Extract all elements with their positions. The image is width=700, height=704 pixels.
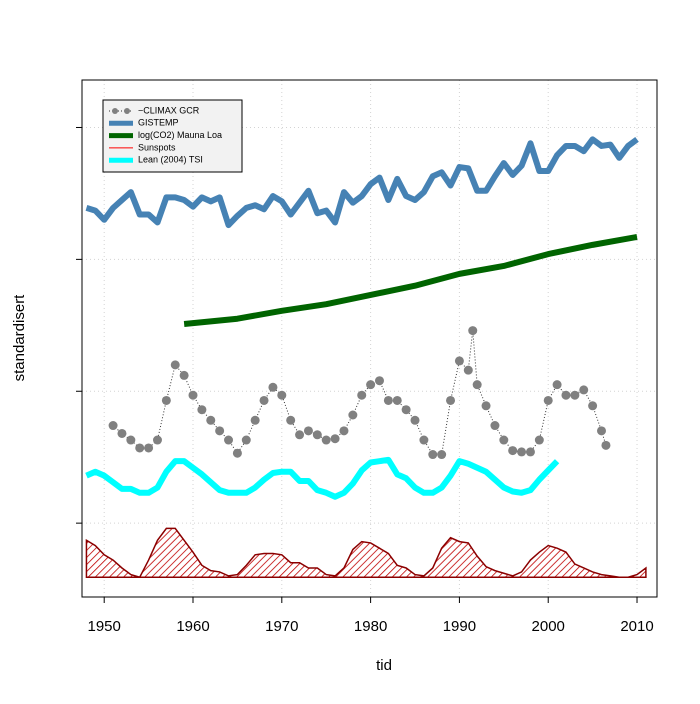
data-point — [446, 395, 456, 405]
legend-label: log(CO2) Mauna Loa — [138, 130, 222, 140]
legend-symbol — [112, 108, 118, 114]
data-point — [152, 435, 162, 445]
data-point — [472, 380, 482, 390]
data-point — [215, 426, 225, 436]
data-point — [286, 415, 296, 425]
series-line — [85, 456, 560, 500]
series-line — [85, 136, 639, 229]
data-point — [454, 356, 464, 366]
x-tick-label: 1980 — [354, 618, 387, 635]
data-point — [490, 421, 500, 431]
data-point — [419, 435, 429, 445]
data-point — [339, 426, 349, 436]
data-point — [357, 390, 367, 400]
x-tick-label: 1960 — [176, 618, 209, 635]
data-point — [499, 435, 509, 445]
data-point — [330, 434, 340, 444]
data-point — [161, 395, 171, 405]
x-axis-label: tid — [376, 657, 392, 674]
legend-label: −CLIMAX GCR — [138, 105, 200, 115]
x-tick-label: 2000 — [532, 618, 565, 635]
legend-label: Lean (2004) TSI — [138, 155, 203, 165]
data-point — [197, 405, 207, 415]
data-point — [232, 448, 242, 458]
data-point — [552, 380, 562, 390]
y-axis-label: standardisert — [11, 294, 28, 382]
data-point — [348, 410, 358, 420]
data-point — [277, 390, 287, 400]
data-point — [126, 435, 136, 445]
data-point — [401, 405, 411, 415]
data-point — [206, 415, 216, 425]
data-point — [601, 440, 611, 450]
data-point — [259, 395, 269, 405]
data-point — [579, 385, 589, 395]
data-point — [508, 446, 518, 456]
data-point — [588, 401, 598, 411]
data-point — [410, 415, 420, 425]
data-point — [374, 376, 384, 386]
data-point — [468, 326, 478, 336]
data-point — [463, 365, 473, 375]
plot-area — [85, 136, 647, 579]
data-point — [596, 426, 606, 436]
data-point — [437, 450, 447, 460]
x-tick-label: 1970 — [265, 618, 298, 635]
data-point — [561, 390, 571, 400]
data-point — [383, 395, 393, 405]
data-point — [525, 447, 535, 457]
data-point — [117, 428, 127, 438]
data-point — [268, 382, 278, 392]
legend-label: GISTEMP — [138, 118, 179, 128]
series-line — [183, 233, 638, 327]
data-point — [366, 380, 376, 390]
data-point — [303, 426, 313, 436]
data-point — [224, 435, 234, 445]
data-point — [428, 450, 438, 460]
data-point — [392, 395, 402, 405]
x-tick-label: 1990 — [443, 618, 476, 635]
data-point — [179, 370, 189, 380]
data-point — [135, 443, 145, 453]
series-area — [85, 527, 647, 579]
data-point — [250, 415, 260, 425]
data-point — [321, 435, 331, 445]
data-point — [534, 435, 544, 445]
data-point — [570, 390, 580, 400]
x-tick-label: 2010 — [620, 618, 653, 635]
data-point — [144, 443, 154, 453]
data-point — [517, 447, 527, 457]
plot-frame — [81, 79, 658, 598]
data-point — [108, 421, 118, 431]
data-point — [543, 395, 553, 405]
x-tick-label: 1950 — [88, 618, 121, 635]
legend-label: Sunspots — [138, 142, 176, 152]
data-point — [188, 390, 198, 400]
data-point — [481, 401, 491, 411]
data-point — [241, 435, 251, 445]
data-point — [312, 430, 322, 440]
data-point — [170, 360, 180, 370]
data-point — [295, 430, 305, 440]
legend-symbol — [124, 108, 130, 114]
